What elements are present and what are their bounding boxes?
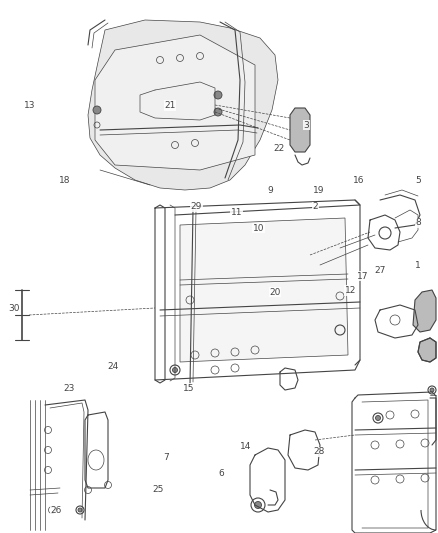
Text: 15: 15	[183, 384, 194, 392]
Text: 3: 3	[304, 121, 310, 130]
Text: 20: 20	[269, 288, 281, 296]
Text: 5: 5	[415, 176, 421, 184]
Polygon shape	[180, 218, 348, 362]
Polygon shape	[88, 20, 278, 190]
Polygon shape	[290, 108, 310, 152]
Text: 24: 24	[107, 362, 119, 371]
Text: 19: 19	[313, 187, 325, 195]
Text: 11: 11	[231, 208, 242, 216]
Text: 26: 26	[50, 506, 62, 515]
Text: 29: 29	[191, 203, 202, 211]
Text: 2: 2	[313, 203, 318, 211]
Text: 25: 25	[152, 485, 163, 494]
Text: 22: 22	[274, 144, 285, 152]
Circle shape	[214, 91, 222, 99]
Text: 18: 18	[59, 176, 71, 184]
Text: 17: 17	[357, 272, 368, 280]
Text: 8: 8	[415, 219, 421, 227]
Text: 10: 10	[253, 224, 264, 232]
Text: 13: 13	[24, 101, 35, 110]
Text: 12: 12	[345, 286, 356, 295]
Polygon shape	[418, 338, 436, 362]
Text: 23: 23	[64, 384, 75, 392]
Text: 9: 9	[268, 187, 274, 195]
Circle shape	[173, 367, 177, 373]
Circle shape	[375, 416, 381, 421]
Circle shape	[214, 108, 222, 116]
Text: 28: 28	[313, 448, 325, 456]
Text: 27: 27	[374, 266, 386, 275]
Polygon shape	[95, 35, 255, 170]
Text: 14: 14	[240, 442, 251, 451]
Text: 6: 6	[218, 469, 224, 478]
Text: 21: 21	[164, 101, 176, 110]
Circle shape	[254, 502, 261, 508]
Circle shape	[430, 388, 434, 392]
Text: 16: 16	[353, 176, 365, 184]
Text: 30: 30	[8, 304, 20, 312]
Text: 7: 7	[163, 453, 170, 462]
Circle shape	[93, 106, 101, 114]
Polygon shape	[413, 290, 436, 332]
Circle shape	[78, 508, 82, 512]
Text: 1: 1	[415, 261, 421, 270]
